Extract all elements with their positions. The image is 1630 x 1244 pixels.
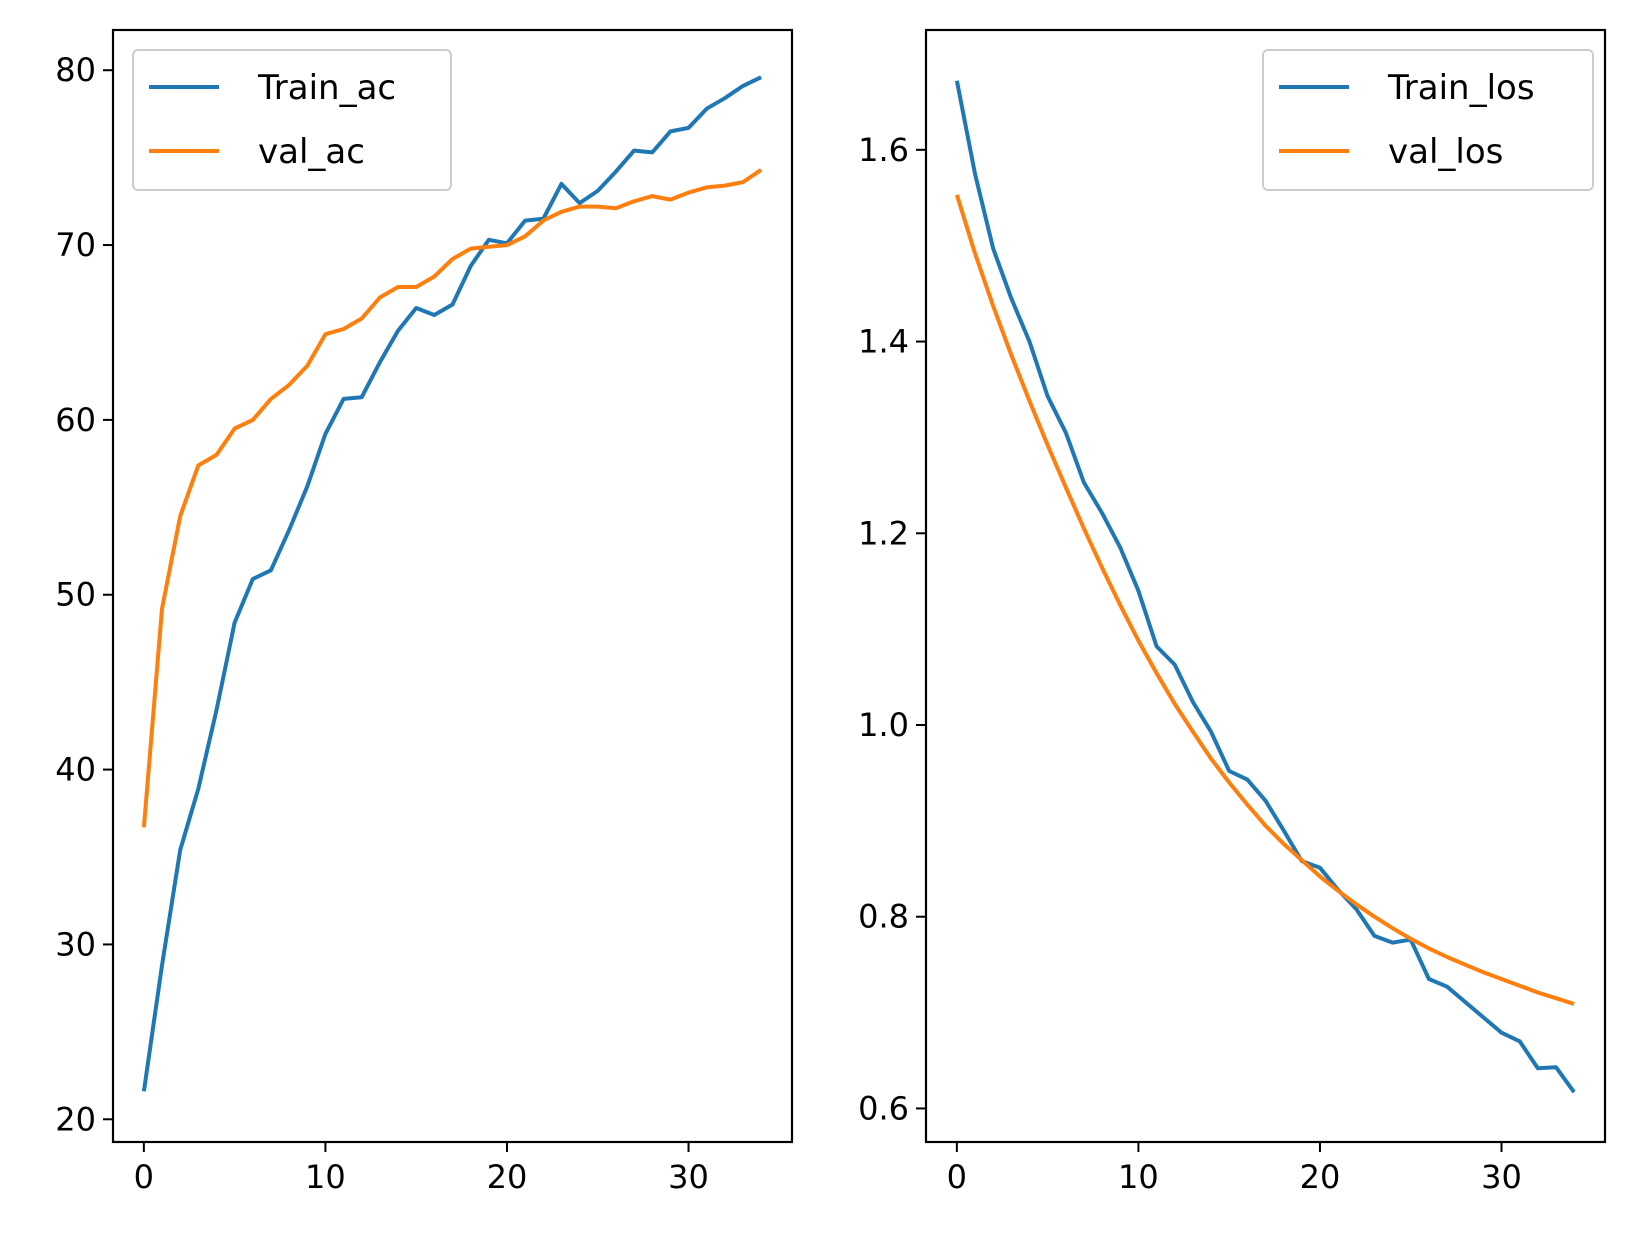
legend: Train_ac val_ac	[132, 49, 452, 191]
legend-label: Train_los	[1387, 68, 1535, 108]
series-line-2-1	[954, 80, 1576, 1094]
x-tick-label: 30	[1481, 1158, 1522, 1196]
axes-frame	[111, 28, 794, 1144]
subplot-2: 0 10 20 30 0.6 0.8 1.0 1.2 1.4 1.6 Train_los val_lo…	[858, 28, 1607, 1196]
series-line-2-2	[954, 194, 1575, 1006]
y-tick-label: 50	[55, 576, 96, 614]
y-tick-label: 1.0	[858, 706, 909, 744]
axes-frame	[924, 28, 1607, 1144]
subplot-1: 0 10 20 30 20 30 40 50 60 70 80 Train_ac val_ac	[55, 28, 794, 1196]
legend-label: Train_ac	[257, 68, 396, 108]
x-tick-label: 0	[134, 1158, 154, 1196]
legend-label: val_los	[1388, 132, 1503, 172]
y-tick-label: 30	[55, 925, 96, 963]
legend-label: val_ac	[258, 132, 365, 172]
y-tick-label: 20	[55, 1100, 96, 1138]
x-tick-label: 10	[1118, 1158, 1159, 1196]
y-tick-label: 1.4	[858, 323, 909, 361]
y-tick-label: 70	[55, 226, 96, 264]
y-tick-label: 0.6	[858, 1089, 909, 1127]
x-tick-label: 30	[668, 1158, 709, 1196]
y-tick-label: 1.2	[858, 514, 909, 552]
series-line-1-2	[141, 168, 763, 828]
legend: Train_los val_los	[1262, 49, 1594, 191]
y-tick-label: 0.8	[858, 898, 909, 936]
x-tick-label: 20	[487, 1158, 528, 1196]
y-tick-label: 60	[55, 401, 96, 439]
series-line-1-1	[141, 75, 762, 1092]
x-tick-label: 10	[305, 1158, 346, 1196]
y-tick-label: 1.6	[858, 131, 909, 169]
y-tick-label: 80	[55, 51, 96, 89]
y-tick-label: 40	[55, 751, 96, 789]
x-tick-label: 20	[1300, 1158, 1341, 1196]
x-tick-label: 0	[947, 1158, 967, 1196]
